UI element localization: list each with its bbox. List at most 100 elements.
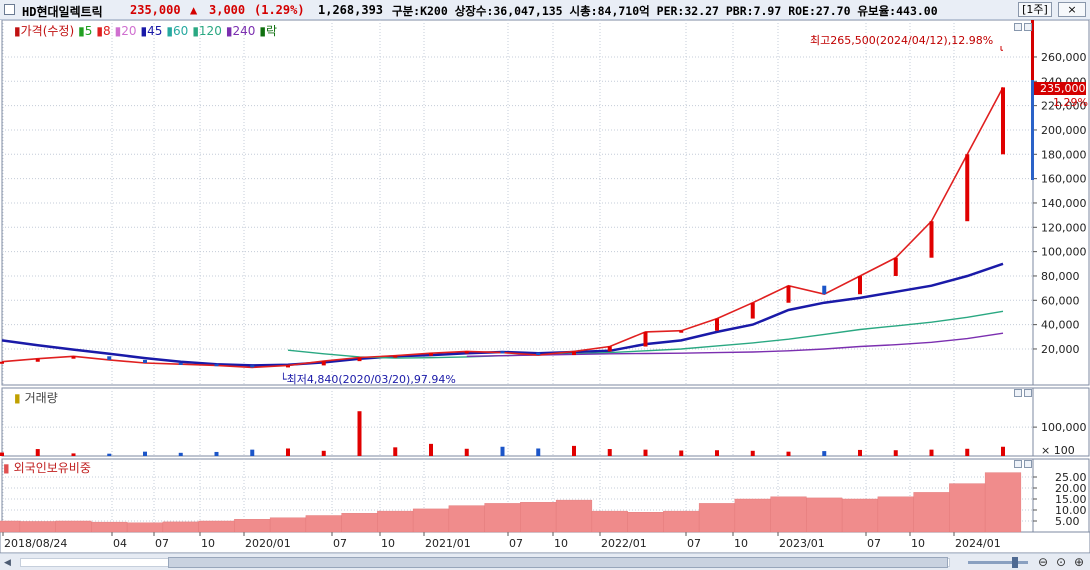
ma-line-240: [466, 332, 1004, 357]
foreign-bar: [269, 517, 307, 533]
legend-item[interactable]: 가격(수정): [20, 24, 75, 38]
y-axis-frame: [1032, 387, 1090, 457]
volume-bar: [357, 411, 362, 456]
period-button[interactable]: [1주]: [1018, 2, 1052, 17]
volume-bar: [858, 449, 862, 456]
foreign-bar: [520, 502, 557, 533]
candle: [35, 358, 40, 362]
panel-frame: [1, 387, 1034, 457]
volume-bar: [107, 453, 112, 456]
foreign-bar: [448, 505, 485, 533]
foreign-bar: [0, 520, 21, 533]
close-icon[interactable]: [1024, 389, 1032, 397]
legend-item[interactable]: 240: [232, 24, 256, 38]
y-axis-frame: [1032, 20, 1090, 386]
y-tick-label: 120,000: [1041, 221, 1087, 234]
foreign-bar: [591, 510, 628, 533]
candle: [822, 285, 827, 295]
chart-scrollbar[interactable]: ◀ ⊖ ⊙ ⊕: [0, 553, 1090, 570]
legend-marker: ▮: [114, 24, 122, 38]
x-tick-label: 10: [911, 537, 925, 550]
ma-line-120: [287, 310, 1004, 359]
x-tick-label: 2018/08/24: [4, 537, 67, 550]
current-price: 235,000: [130, 3, 181, 17]
candle: [893, 257, 898, 276]
minimize-icon[interactable]: [1014, 460, 1022, 468]
close-icon[interactable]: ×: [1058, 2, 1086, 17]
high-annotation: 최고265,500(2024/04/12),12.98%: [810, 34, 993, 47]
y-tick-label: 25.00: [1055, 471, 1087, 484]
x-tick-label: 10: [554, 537, 568, 550]
volume-bar: [321, 450, 326, 456]
x-tick-label: 10: [734, 537, 748, 550]
candle: [965, 154, 970, 222]
foreign-bar: [913, 492, 950, 533]
foreign-bar: [91, 521, 128, 533]
close-icon[interactable]: [1024, 23, 1032, 31]
y-tick-label: 100,000: [1041, 421, 1087, 434]
x-tick-label: 2024/01: [955, 537, 1001, 550]
foreign-bar: [19, 521, 56, 533]
zoom-fit-icon[interactable]: ⊙: [1055, 555, 1067, 569]
candle: [357, 357, 362, 362]
x-tick-label: 07: [155, 537, 169, 550]
legend-item[interactable]: 120: [198, 24, 222, 38]
foreign-bar: [305, 515, 342, 533]
scroll-thumb[interactable]: [168, 557, 948, 568]
foreign-bar: [877, 496, 914, 533]
candle: [0, 361, 4, 364]
range-indicator: [1031, 80, 1034, 180]
candle: [679, 330, 684, 333]
candle: [786, 285, 791, 303]
legend-item[interactable]: 60: [173, 24, 189, 38]
x-tick-label: 2022/01: [601, 537, 647, 550]
volume-bar: [786, 451, 791, 456]
foreign-bar: [484, 503, 521, 533]
candle: [178, 362, 183, 365]
legend-item[interactable]: 20: [121, 24, 137, 38]
trade-volume: 1,268,393: [318, 3, 384, 17]
x-tick-label: 2021/01: [425, 537, 471, 550]
price-change: 3,000: [209, 3, 246, 17]
volume-bar: [929, 449, 934, 456]
candle: [429, 353, 433, 356]
legend-item[interactable]: 45: [147, 24, 163, 38]
x-tick-label: 07: [687, 537, 701, 550]
candle: [1001, 87, 1005, 155]
legend-marker: ▮: [14, 24, 21, 38]
volume-bar: [393, 447, 398, 456]
zoom-out-icon[interactable]: ⊖: [1037, 555, 1049, 569]
up-arrow-icon: ▲: [190, 3, 198, 17]
legend-marker: ▮: [96, 24, 103, 38]
current-pct-tag: 1.29%: [1053, 96, 1088, 109]
x-tick-label: 10: [381, 537, 395, 550]
volume-bar: [893, 450, 898, 456]
legend-marker: ▮: [192, 24, 199, 38]
candle: [536, 352, 541, 356]
minimize-icon[interactable]: [1014, 389, 1022, 397]
zoom-slider-handle[interactable]: [1012, 557, 1018, 568]
scroll-left-icon[interactable]: ◀: [4, 558, 11, 568]
volume-bar: [0, 452, 4, 456]
price-legend: ▮가격(수정) ▮5 ▮8 ▮20 ▮45 ▮60 ▮120 ▮240 ▮락: [14, 22, 281, 39]
zoom-in-icon[interactable]: ⊕: [1073, 555, 1085, 569]
x-tick-label: 2023/01: [779, 537, 825, 550]
legend-item[interactable]: 8: [103, 24, 111, 38]
y-tick-label: 100,000: [1041, 246, 1087, 259]
stock-name[interactable]: HD현대일렉트릭: [22, 5, 103, 19]
candle: [500, 351, 505, 354]
candle: [929, 221, 934, 258]
zoom-slider[interactable]: [968, 561, 1028, 564]
foreign-bar: [770, 496, 807, 533]
legend-item[interactable]: 락: [265, 24, 277, 38]
y-tick-label: 20.00: [1055, 482, 1087, 495]
close-icon[interactable]: [1024, 460, 1032, 468]
candle: [607, 346, 612, 352]
y-tick-label: 260,000: [1041, 51, 1087, 64]
volume-bar: [35, 449, 40, 456]
stock-search-icon[interactable]: [4, 4, 15, 15]
x-tick-label: 07: [867, 537, 881, 550]
legend-item[interactable]: 5: [84, 24, 93, 38]
volume-bar: [71, 453, 76, 456]
minimize-icon[interactable]: [1014, 23, 1022, 31]
